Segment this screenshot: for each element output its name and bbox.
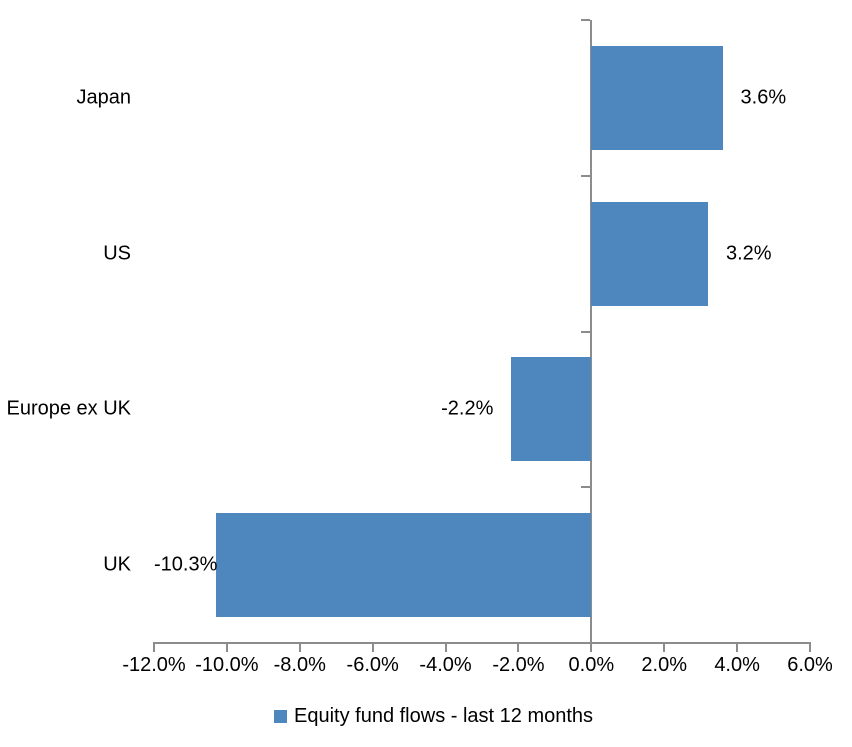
x-tick-label: -12.0% — [122, 654, 186, 676]
x-tick — [663, 642, 666, 652]
x-tick-label: 4.0% — [714, 654, 760, 676]
x-tick — [225, 642, 228, 652]
category-label-uk: UK — [103, 553, 131, 576]
x-tick-label: 0.0% — [568, 654, 615, 676]
x-tick — [371, 642, 374, 652]
category-tick — [581, 642, 591, 644]
x-tick — [444, 642, 447, 652]
data-label-us: 3.2% — [725, 242, 772, 265]
zero-axis-line — [590, 20, 593, 652]
x-tick-label: 6.0% — [787, 654, 833, 676]
x-tick — [809, 642, 811, 652]
data-label-japan: 3.6% — [740, 86, 787, 109]
x-tick-label: -10.0% — [195, 654, 259, 676]
category-tick — [581, 486, 591, 489]
legend-swatch — [274, 709, 287, 723]
x-tick — [590, 642, 593, 652]
x-axis-line — [153, 642, 811, 644]
legend: Equity fund flows - last 12 months — [274, 703, 593, 729]
x-tick-label: 2.0% — [641, 654, 688, 676]
category-label-japan: Japan — [76, 86, 132, 109]
bar-us — [591, 201, 708, 306]
category-tick — [581, 330, 591, 333]
x-tick-label: -6.0% — [346, 654, 399, 676]
x-tick — [298, 642, 301, 652]
x-tick-label: -8.0% — [273, 654, 326, 676]
x-tick — [517, 642, 520, 652]
legend-label: Equity fund flows - last 12 months — [294, 704, 594, 727]
bar-europe-ex-uk — [511, 357, 592, 462]
bar-uk — [215, 513, 592, 618]
x-tick — [736, 642, 739, 652]
x-tick-label: -2.0% — [492, 654, 545, 676]
category-tick — [581, 174, 591, 177]
category-label-europe-ex-uk: Europe ex UK — [6, 397, 131, 420]
x-tick-label: -4.0% — [419, 654, 472, 676]
category-tick — [581, 19, 591, 21]
data-label-europe-ex-uk: -2.2% — [441, 397, 494, 420]
category-label-us: US — [103, 242, 131, 265]
data-label-uk: -10.3% — [154, 553, 218, 576]
x-tick — [153, 642, 155, 652]
bar-japan — [591, 45, 723, 150]
